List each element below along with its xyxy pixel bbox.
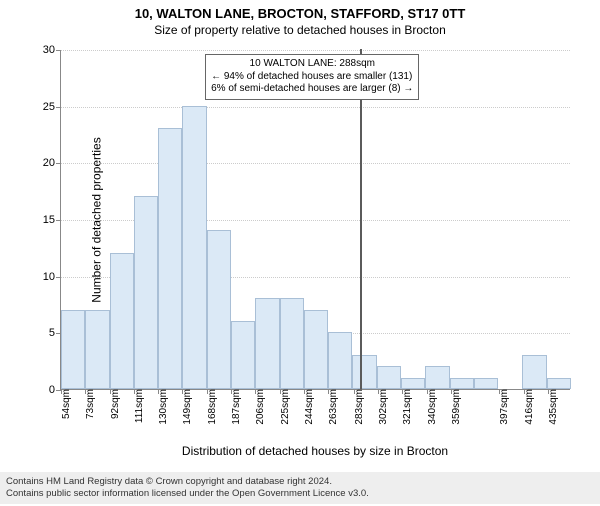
histogram-bar	[352, 355, 376, 389]
x-tick-label: 416sqm	[522, 389, 535, 425]
x-tick-label: 340sqm	[425, 389, 438, 425]
x-tick-label: 73sqm	[83, 389, 96, 419]
histogram-bar	[547, 378, 571, 389]
histogram-bar	[474, 378, 498, 389]
y-tick-label: 25	[43, 101, 61, 113]
annotation-line: 10 WALTON LANE: 288sqm	[211, 58, 413, 71]
x-tick-label: 359sqm	[449, 389, 462, 425]
x-tick-label: 168sqm	[205, 389, 218, 425]
histogram-bar	[85, 310, 109, 389]
footer-line-2: Contains public sector information licen…	[6, 488, 594, 500]
histogram-bar	[377, 366, 401, 389]
y-tick-label: 30	[43, 44, 61, 56]
y-axis-title-wrap: Number of detached properties	[14, 50, 28, 390]
y-gridline	[61, 163, 570, 164]
histogram-bar	[450, 378, 474, 389]
histogram-bar	[255, 298, 279, 389]
x-tick-label: 92sqm	[108, 389, 121, 419]
x-tick-label: 225sqm	[278, 389, 291, 425]
x-tick-label: 435sqm	[546, 389, 559, 425]
y-tick-label: 20	[43, 157, 61, 169]
x-tick-label: 149sqm	[180, 389, 193, 425]
x-tick-label: 187sqm	[229, 389, 242, 425]
x-tick-label: 130sqm	[156, 389, 169, 425]
x-tick-label: 206sqm	[253, 389, 266, 425]
page-title: 10, WALTON LANE, BROCTON, STAFFORD, ST17…	[0, 6, 600, 21]
histogram-bar	[304, 310, 328, 389]
footer-line-1: Contains HM Land Registry data © Crown c…	[6, 476, 594, 488]
histogram-bar	[231, 321, 255, 389]
property-annotation: 10 WALTON LANE: 288sqm← 94% of detached …	[205, 54, 419, 100]
x-tick-label: 54sqm	[59, 389, 72, 419]
histogram-bar	[134, 196, 158, 389]
y-tick-label: 10	[43, 271, 61, 283]
x-tick-label: 244sqm	[302, 389, 315, 425]
histogram-bar	[328, 332, 352, 389]
annotation-line: ← 94% of detached houses are smaller (13…	[211, 71, 413, 84]
histogram-bar	[182, 106, 206, 389]
y-gridline	[61, 50, 570, 51]
histogram-bar	[522, 355, 546, 389]
histogram-bar	[158, 128, 182, 389]
histogram-bar	[401, 378, 425, 389]
y-tick-label: 5	[49, 327, 61, 339]
histogram-bar	[110, 253, 134, 389]
histogram-bar	[61, 310, 85, 389]
plot-region: 05101520253054sqm73sqm92sqm111sqm130sqm1…	[60, 50, 570, 390]
property-marker-line	[360, 49, 362, 389]
x-tick-label: 111sqm	[132, 389, 145, 423]
x-tick-label: 263sqm	[326, 389, 339, 425]
x-tick-label: 283sqm	[352, 389, 365, 425]
histogram-bar	[280, 298, 304, 389]
histogram-bar	[425, 366, 449, 389]
x-tick-label: 302sqm	[376, 389, 389, 425]
x-axis-title: Distribution of detached houses by size …	[60, 444, 570, 458]
annotation-line: 6% of semi-detached houses are larger (8…	[211, 83, 413, 96]
x-tick-label: 321sqm	[400, 389, 413, 425]
page-subtitle: Size of property relative to detached ho…	[0, 23, 600, 37]
y-gridline	[61, 107, 570, 108]
histogram-chart: 05101520253054sqm73sqm92sqm111sqm130sqm1…	[60, 50, 570, 390]
x-tick-label: 397sqm	[497, 389, 510, 425]
attribution-footer: Contains HM Land Registry data © Crown c…	[0, 472, 600, 504]
histogram-bar	[207, 230, 231, 389]
y-tick-label: 15	[43, 214, 61, 226]
